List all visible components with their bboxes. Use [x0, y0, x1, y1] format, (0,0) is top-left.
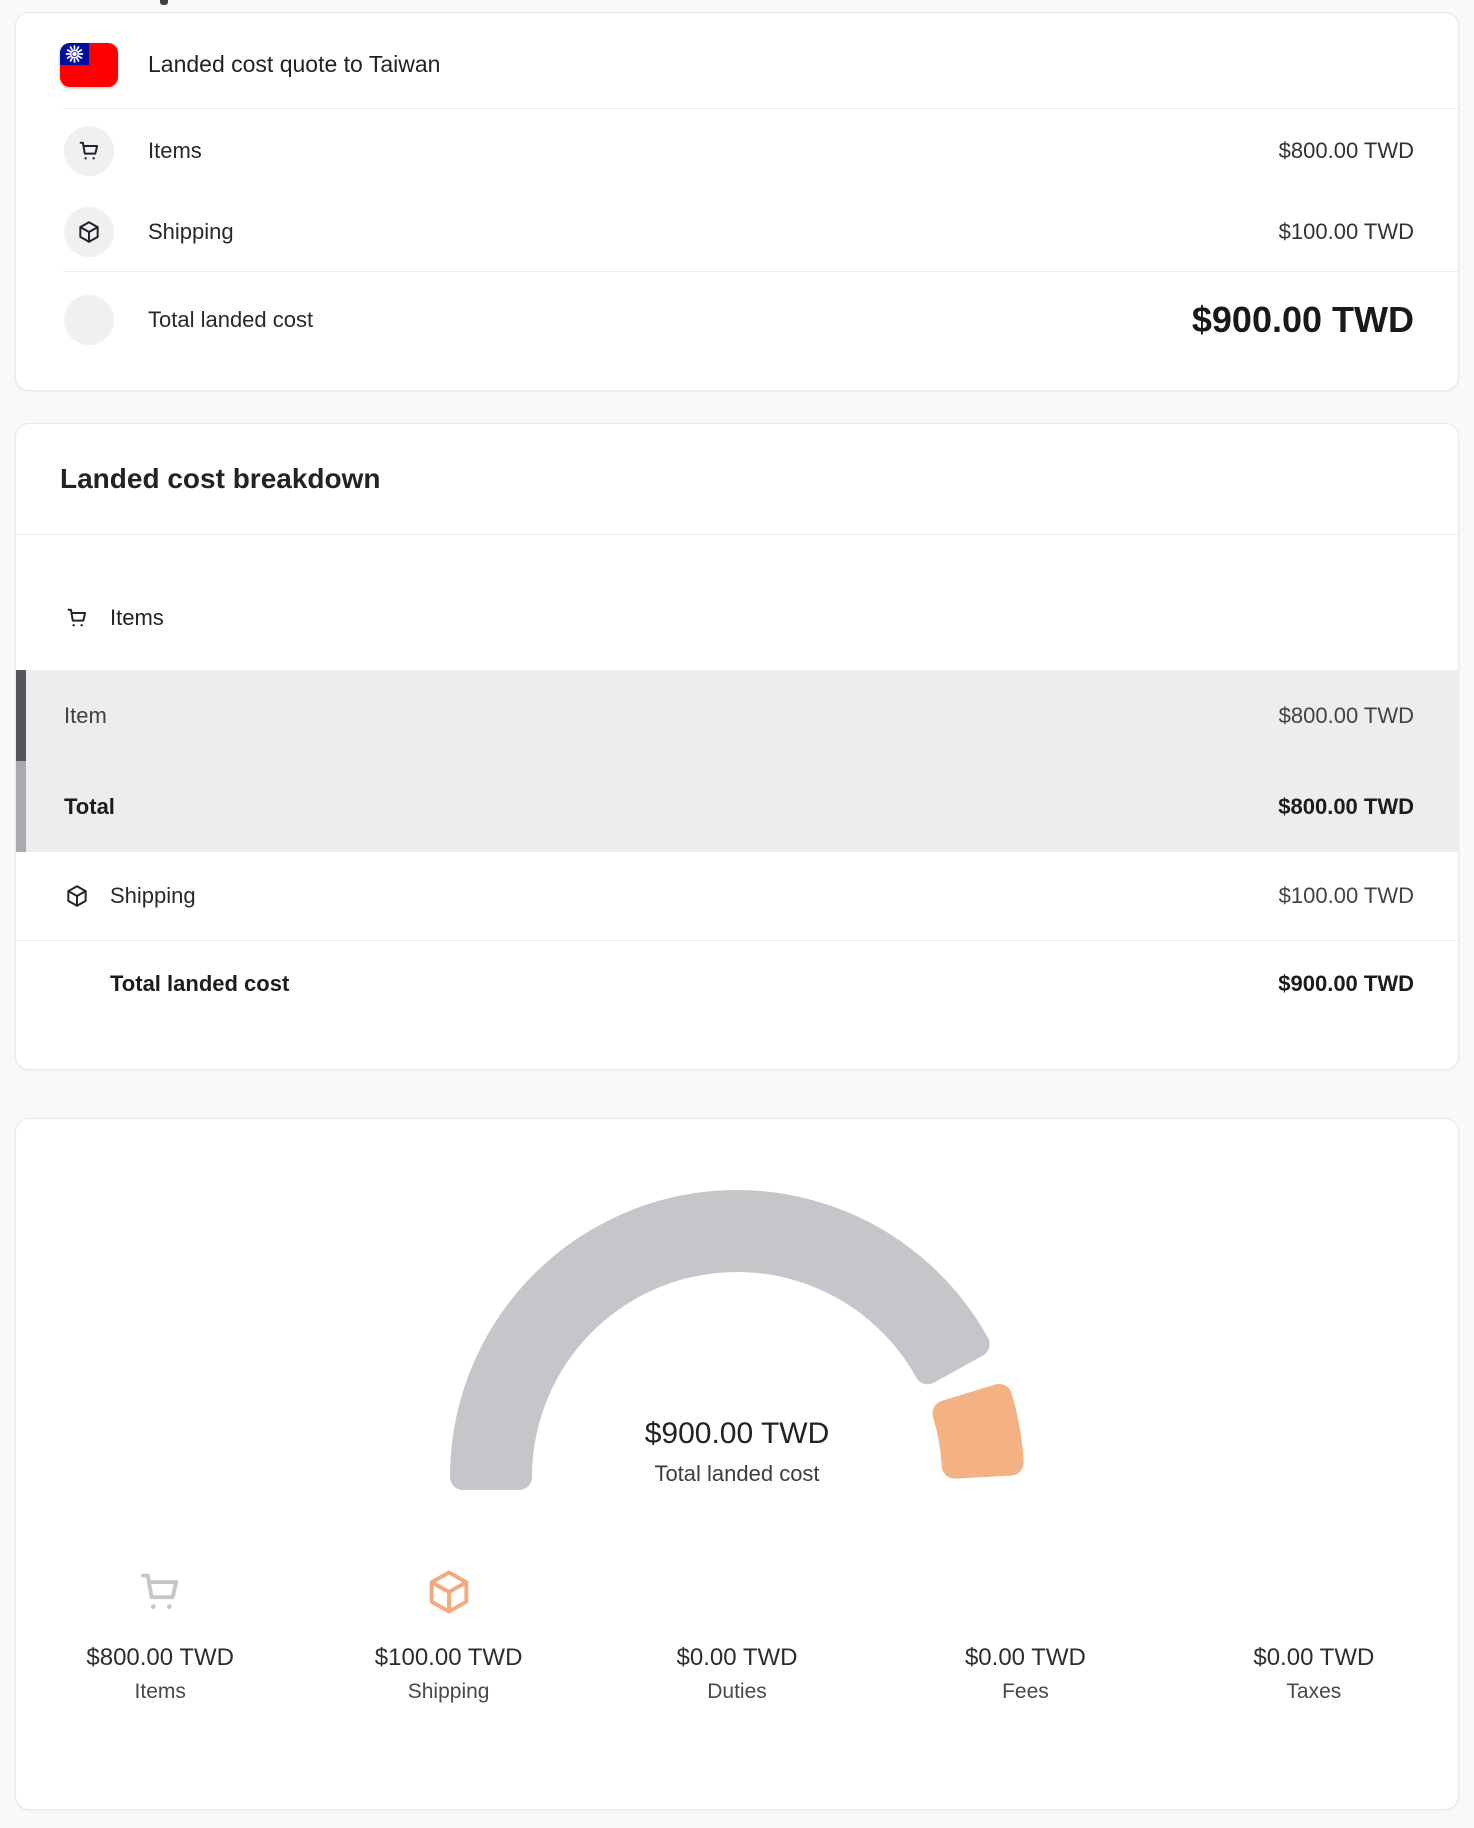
- legend-label: Taxes: [1286, 1680, 1342, 1703]
- landed-cost-breakdown-card: Landed cost breakdown Items Item $800.00…: [15, 423, 1459, 1070]
- quote-row-label: Total landed cost: [148, 307, 314, 332]
- row-indicator-bar: [16, 670, 26, 761]
- breakdown-title-row: Landed cost breakdown: [16, 424, 1458, 534]
- quote-card-header: Landed cost quote to Taiwan: [16, 13, 1458, 108]
- quote-card-title: Landed cost quote to Taiwan: [148, 51, 441, 77]
- package-icon: [67, 885, 87, 907]
- divider: [16, 534, 1458, 535]
- quote-row-total: Total landed cost $900.00 TWD: [16, 272, 1458, 368]
- breakdown-row-label: Item: [64, 702, 107, 728]
- package-icon: [423, 1566, 475, 1618]
- gauge-chart: [450, 1190, 1024, 1490]
- quote-row-value: $100.00 TWD: [1278, 219, 1414, 244]
- legend-label: Duties: [707, 1680, 767, 1703]
- legend-value: $0.00 TWD: [676, 1644, 798, 1671]
- quote-row-label: Shipping: [148, 219, 234, 244]
- legend-item: $0.00 TWD Fees: [881, 1566, 1169, 1704]
- legend-item: $800.00 TWD Items: [16, 1566, 304, 1704]
- legend-label: Fees: [1002, 1680, 1049, 1703]
- breakdown-row-label: Total: [64, 793, 115, 819]
- quote-row-value: $800.00 TWD: [1278, 138, 1414, 163]
- breakdown-item-row: Item $800.00 TWD: [16, 670, 1458, 761]
- divider: [16, 940, 1458, 941]
- landed-cost-quote-card: Landed cost quote to Taiwan Items $800.0…: [15, 12, 1459, 391]
- legend-item: $0.00 TWD Duties: [593, 1566, 881, 1704]
- breakdown-items-header: Items: [16, 535, 1458, 670]
- gauge-legend: $800.00 TWD Items $100.00 TWD Shipping $…: [16, 1566, 1458, 1704]
- package-icon: [64, 207, 114, 257]
- legend-value: $0.00 TWD: [964, 1644, 1086, 1671]
- quote-row-shipping: Shipping $100.00 TWD: [16, 193, 1458, 271]
- shapes-triangle-icon: [711, 1566, 763, 1618]
- breakdown-title: Landed cost breakdown: [60, 463, 381, 494]
- cart-icon: [134, 1566, 186, 1618]
- divider: [63, 271, 1458, 272]
- taiwan-flag-icon: [60, 42, 118, 87]
- shapes-circle-icon: [999, 1566, 1051, 1618]
- legend-label: Items: [134, 1680, 186, 1703]
- legend-value: $0.00 TWD: [1253, 1644, 1375, 1671]
- breakdown-total-row: Total landed cost $900.00 TWD: [16, 941, 1458, 1027]
- legend-value: $100.00 TWD: [374, 1644, 523, 1671]
- shapes-icon: [64, 295, 114, 345]
- quote-row-items: Items $800.00 TWD: [16, 109, 1458, 193]
- breakdown-row-value: $800.00 TWD: [1278, 702, 1414, 728]
- legend-item: $100.00 TWD Shipping: [304, 1566, 592, 1704]
- shapes-square-icon: [1288, 1566, 1340, 1618]
- divider: [63, 108, 1458, 109]
- quote-total-value: $900.00 TWD: [1191, 299, 1414, 340]
- breakdown-items-label: Items: [110, 604, 164, 630]
- legend-value: $800.00 TWD: [86, 1644, 235, 1671]
- legend-label: Shipping: [407, 1680, 490, 1703]
- breakdown-shipping-row: Shipping $100.00 TWD: [16, 852, 1458, 940]
- breakdown-row-value: $800.00 TWD: [1278, 793, 1414, 819]
- cropped-text-fragment: [160, 0, 168, 5]
- breakdown-row-label: Shipping: [110, 883, 196, 908]
- breakdown-items-total-row: Total $800.00 TWD: [16, 761, 1458, 852]
- legend-item: $0.00 TWD Taxes: [1170, 1566, 1458, 1704]
- cart-icon: [67, 608, 87, 627]
- cart-icon: [64, 126, 114, 176]
- breakdown-row-label: Total landed cost: [110, 971, 290, 996]
- shapes-icon: [68, 975, 86, 993]
- landed-cost-gauge-card: $900.00 TWD Total landed cost $800.00 TW…: [15, 1118, 1459, 1810]
- breakdown-row-value: $100.00 TWD: [1278, 883, 1414, 908]
- breakdown-row-value: $900.00 TWD: [1278, 971, 1414, 996]
- row-indicator-bar: [16, 761, 26, 852]
- quote-row-label: Items: [148, 138, 202, 163]
- shapes-icon: [721, 1329, 755, 1364]
